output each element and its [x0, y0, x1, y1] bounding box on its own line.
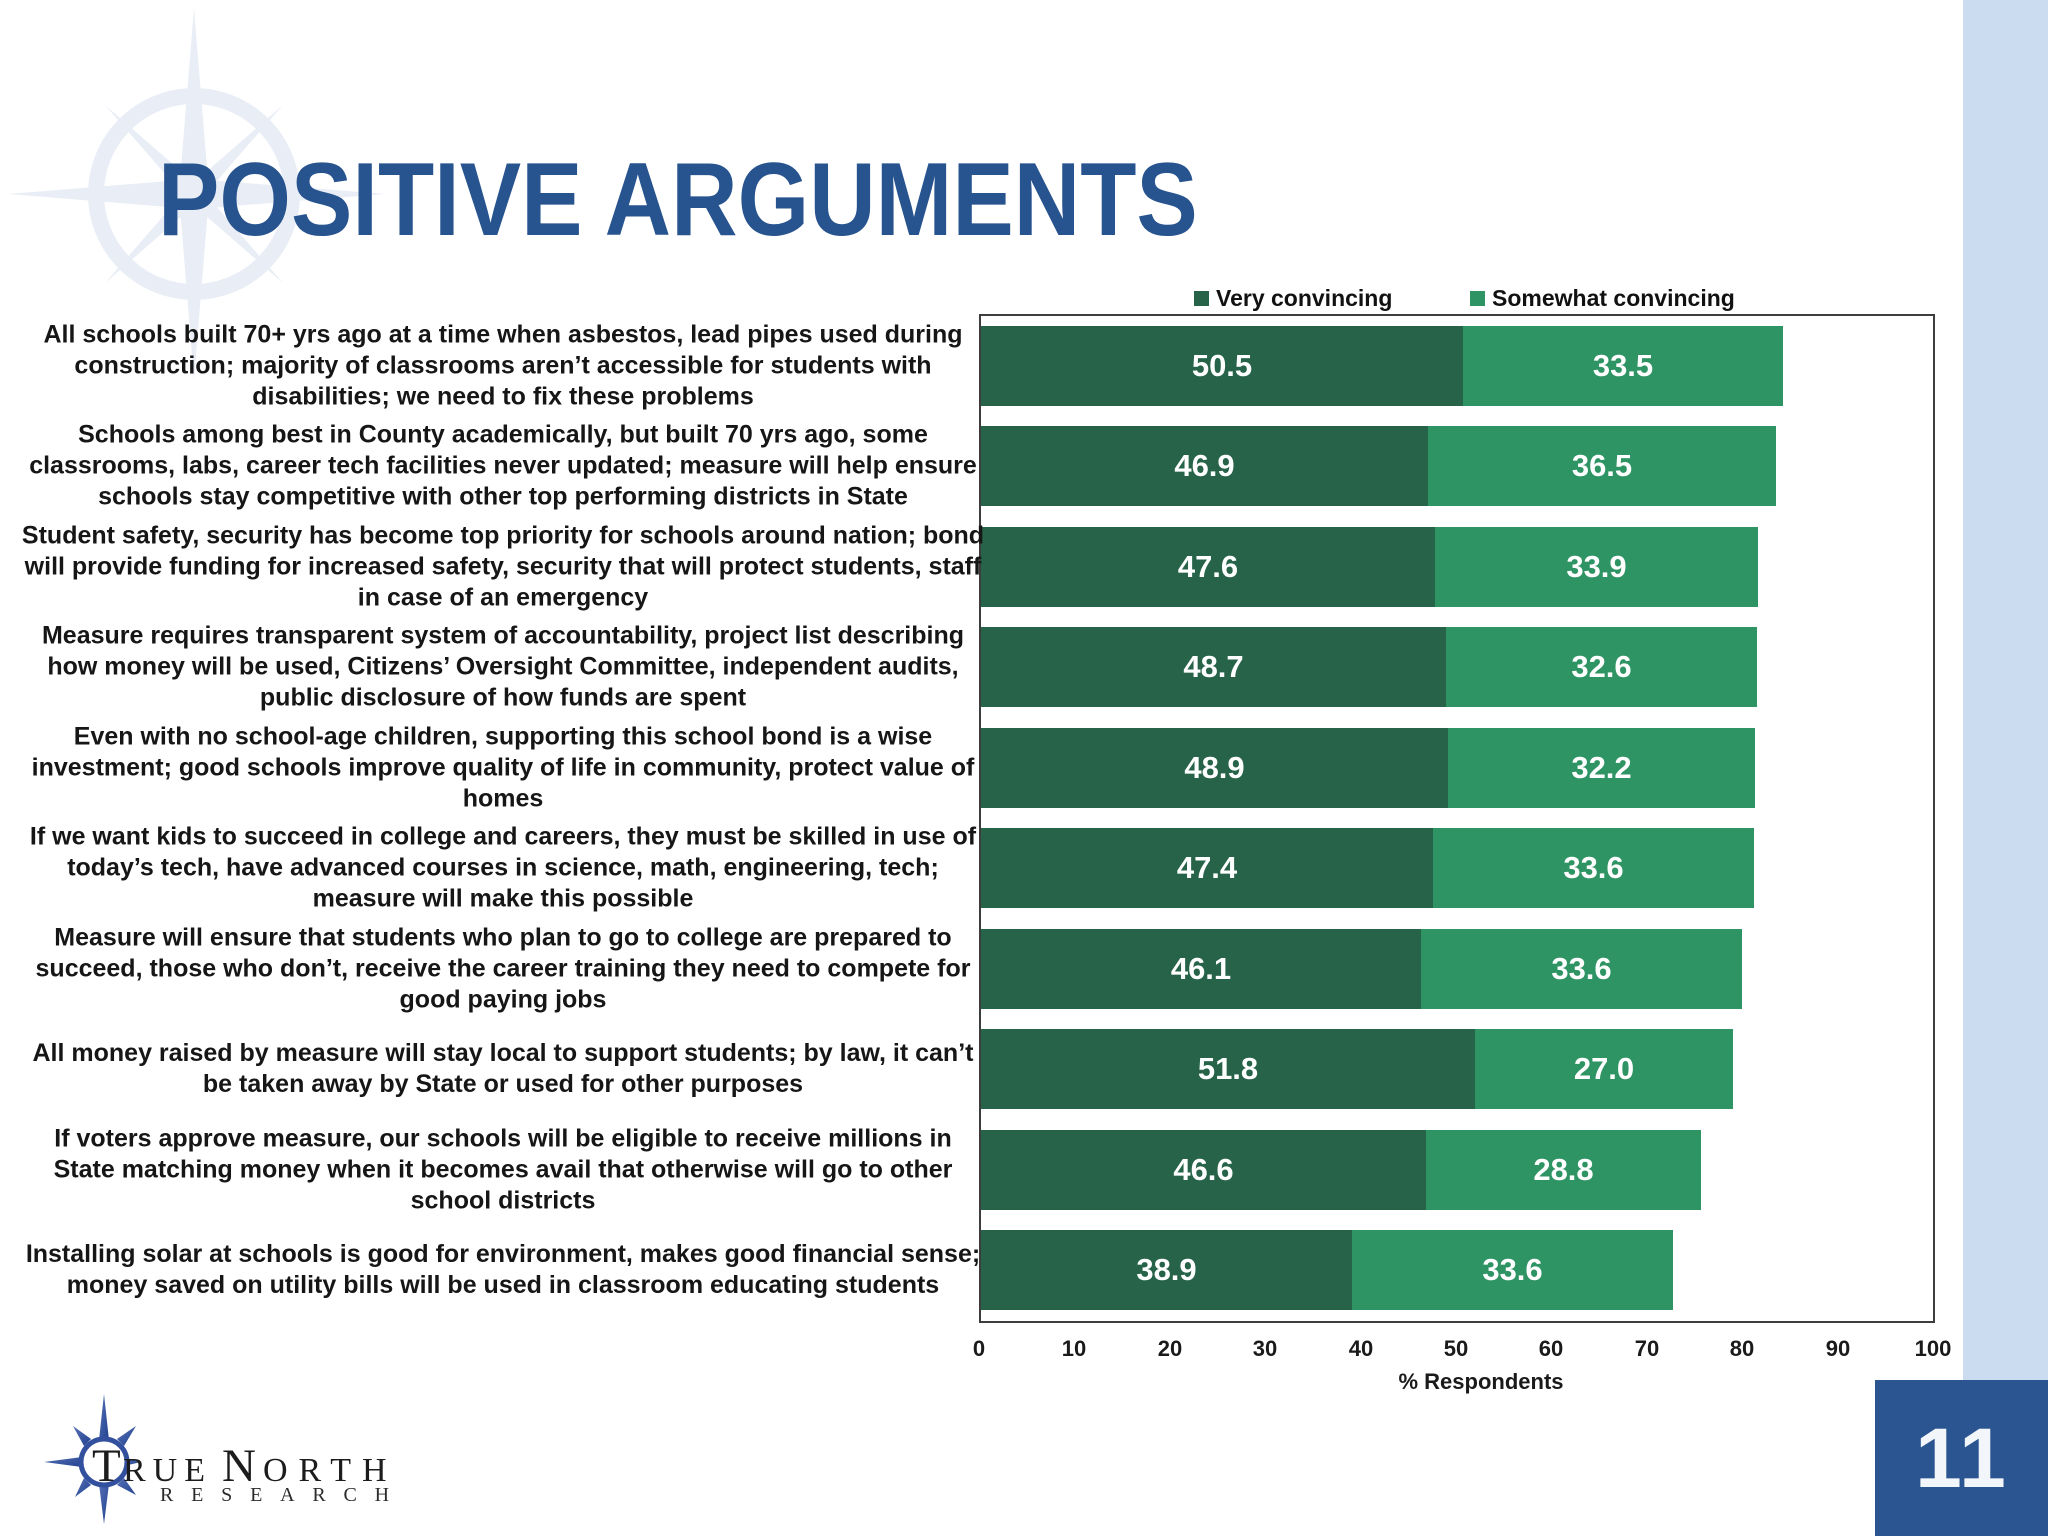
svg-text:RESEARCH: RESEARCH: [160, 1484, 407, 1506]
svg-text:T: T: [92, 1440, 121, 1492]
svg-text:N: N: [222, 1440, 256, 1492]
svg-text:RUE: RUE: [123, 1452, 212, 1489]
svg-text:ORTH: ORTH: [263, 1452, 398, 1489]
